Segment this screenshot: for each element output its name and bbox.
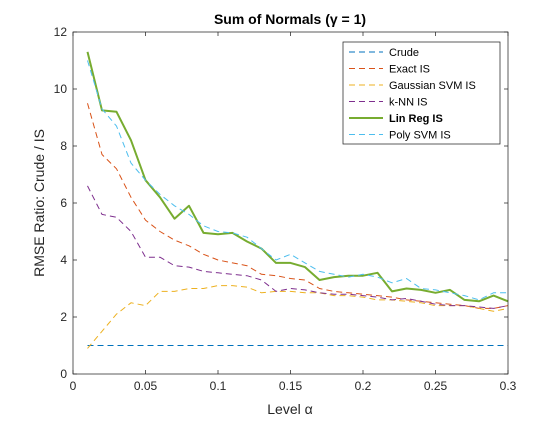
series-line-exact-is — [87, 103, 509, 309]
y-tick-label: 2 — [60, 310, 67, 324]
x-axis-title: Level α — [267, 401, 312, 417]
axes-layer: 0 0.05 0.1 0.15 0.2 0.25 0.3 0 2 4 6 8 10 12 — [54, 25, 517, 393]
legend[interactable]: Crude Exact IS Gaussian SVM IS k-NN IS Lin R… — [342, 41, 501, 145]
y-tick-label: 12 — [54, 25, 68, 39]
legend-entry[interactable]: Exact IS — [389, 64, 430, 76]
y-axis-title: RMSE Ratio: Crude / IS — [31, 129, 47, 277]
legend-entry[interactable]: Lin Reg IS — [389, 113, 443, 125]
legend-entry[interactable]: k-NN IS — [389, 97, 428, 109]
y-tick-label: 8 — [60, 139, 67, 153]
y-tick-label: 0 — [60, 367, 67, 381]
legend-box — [342, 41, 501, 145]
y-tick-label: 4 — [60, 253, 67, 267]
x-tick-label: 0.3 — [500, 379, 517, 393]
series-line-poly-svm-is — [87, 60, 508, 301]
chart-title: Sum of Normals (γ = 1) — [214, 11, 366, 27]
x-tick-label: 0.15 — [279, 379, 303, 393]
x-tick-label: 0 — [70, 379, 77, 393]
x-tick-label: 0.1 — [210, 379, 227, 393]
series-layer — [86, 51, 509, 349]
x-tick-label: 0.2 — [355, 379, 372, 393]
series-line-lin-reg-is — [86, 51, 509, 303]
y-tick-label: 10 — [54, 82, 68, 96]
y-tick-label: 6 — [60, 196, 67, 210]
legend-entry[interactable]: Gaussian SVM IS — [389, 80, 476, 92]
x-tick-label: 0.25 — [424, 379, 448, 393]
series-line-gaussian-svm-is — [87, 285, 509, 349]
x-tick-label: 0.05 — [134, 379, 158, 393]
legend-entry[interactable]: Crude — [389, 47, 419, 59]
legend-entry[interactable]: Poly SVM IS — [389, 130, 451, 142]
